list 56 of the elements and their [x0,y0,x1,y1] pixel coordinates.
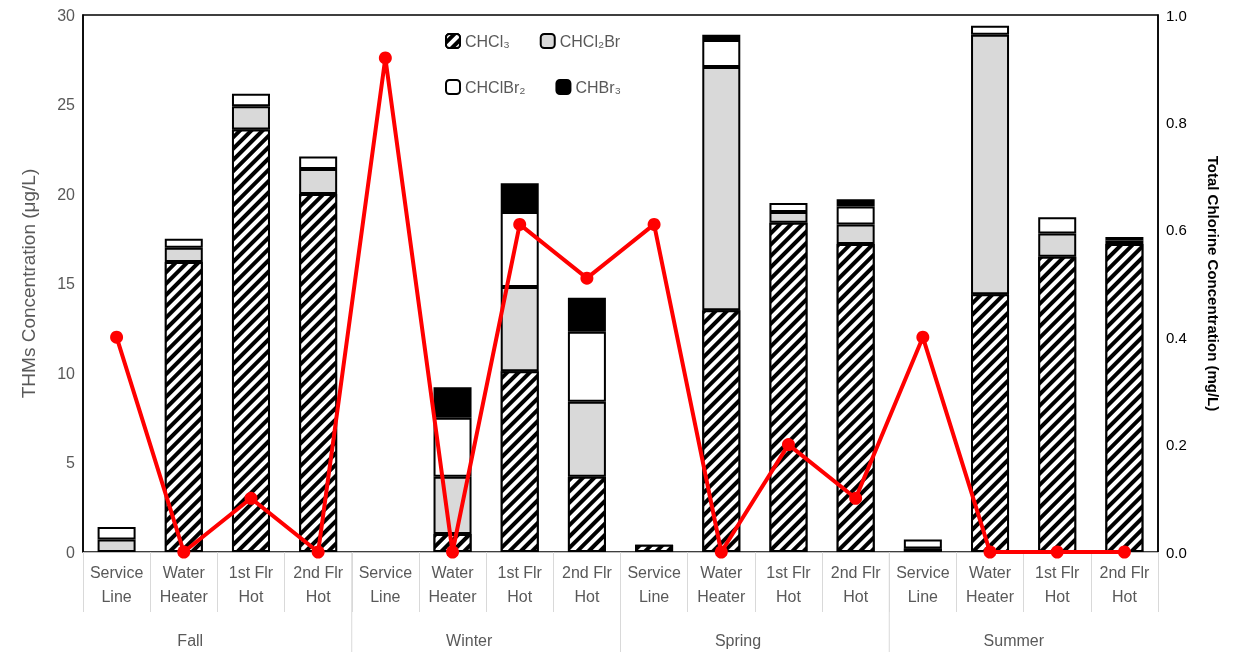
point [177,545,191,559]
x-tick-label: Service Line [627,563,681,605]
x-tick-label: Water Heater [697,563,746,605]
y2-tick-label: 0.0 [1166,543,1187,561]
point [378,51,392,65]
x-tick-label: Service Line [358,563,413,605]
point [983,545,997,559]
point [1117,545,1131,559]
y-tick-label: 20 [57,185,76,203]
point [849,491,863,505]
point [110,330,124,344]
x-tick-label: Service Line [89,563,144,605]
y-tick-label: 5 [66,454,76,471]
y2-tick-label: 0.4 [1166,328,1187,346]
point [1050,545,1064,559]
y2-tick-label: 0.6 [1166,221,1187,239]
text: Fall [177,631,204,649]
x-tick-label: 1st Flr Hot [228,563,274,605]
y-tick-label: 10 [57,364,76,382]
y-tick-label: 15 [57,275,76,292]
x-tick-label: 1st Flr Hot [1034,563,1081,605]
x-tick-label: Water Heater [159,563,209,605]
point [647,217,661,231]
point [781,438,795,452]
x-tick-label: 2nd Flr Hot [830,563,882,605]
x-tick-label: 1st Flr Hot [497,563,543,605]
y2-tick-label: 0.2 [1166,436,1187,454]
y-tick-label: 25 [57,96,76,113]
point [513,217,527,231]
bar [903,539,942,549]
y-tick-label: 30 [57,6,76,24]
x-tick-label: 2nd Flr Hot [1099,563,1150,605]
point [916,330,930,344]
y2-tick-label: 1.0 [1166,6,1187,24]
x-tick-label: Water Heater [428,563,478,605]
x-tick-label: 2nd Flr Hot [293,563,344,605]
x-tick-label: Water Heater [966,563,1015,605]
y2-tick-label: 0.8 [1166,113,1187,131]
text: Spring [714,631,762,649]
legend-label: CHClBr₂ [465,78,526,96]
y2-axis-title: Total Chlorine Concentration (mg/L) [1205,155,1222,412]
x-tick-label: 1st Flr Hot [766,563,812,605]
x-tick-label: Service Line [896,563,950,605]
legend-label: CHCl₂Br [559,32,621,50]
text: Winter [446,631,494,649]
text: Summer [983,631,1045,649]
legend-label: CHBr₃ [575,78,622,96]
x-tick-label: 2nd Flr Hot [562,563,613,605]
point [244,491,258,505]
point [580,271,594,285]
y-tick-label: 0 [66,543,76,561]
point [311,545,325,559]
legend-label: CHCl₃ [465,32,510,50]
point [446,545,460,559]
point [714,545,728,559]
y-axis-title: THMs Concentration (μg/L) [18,168,39,399]
